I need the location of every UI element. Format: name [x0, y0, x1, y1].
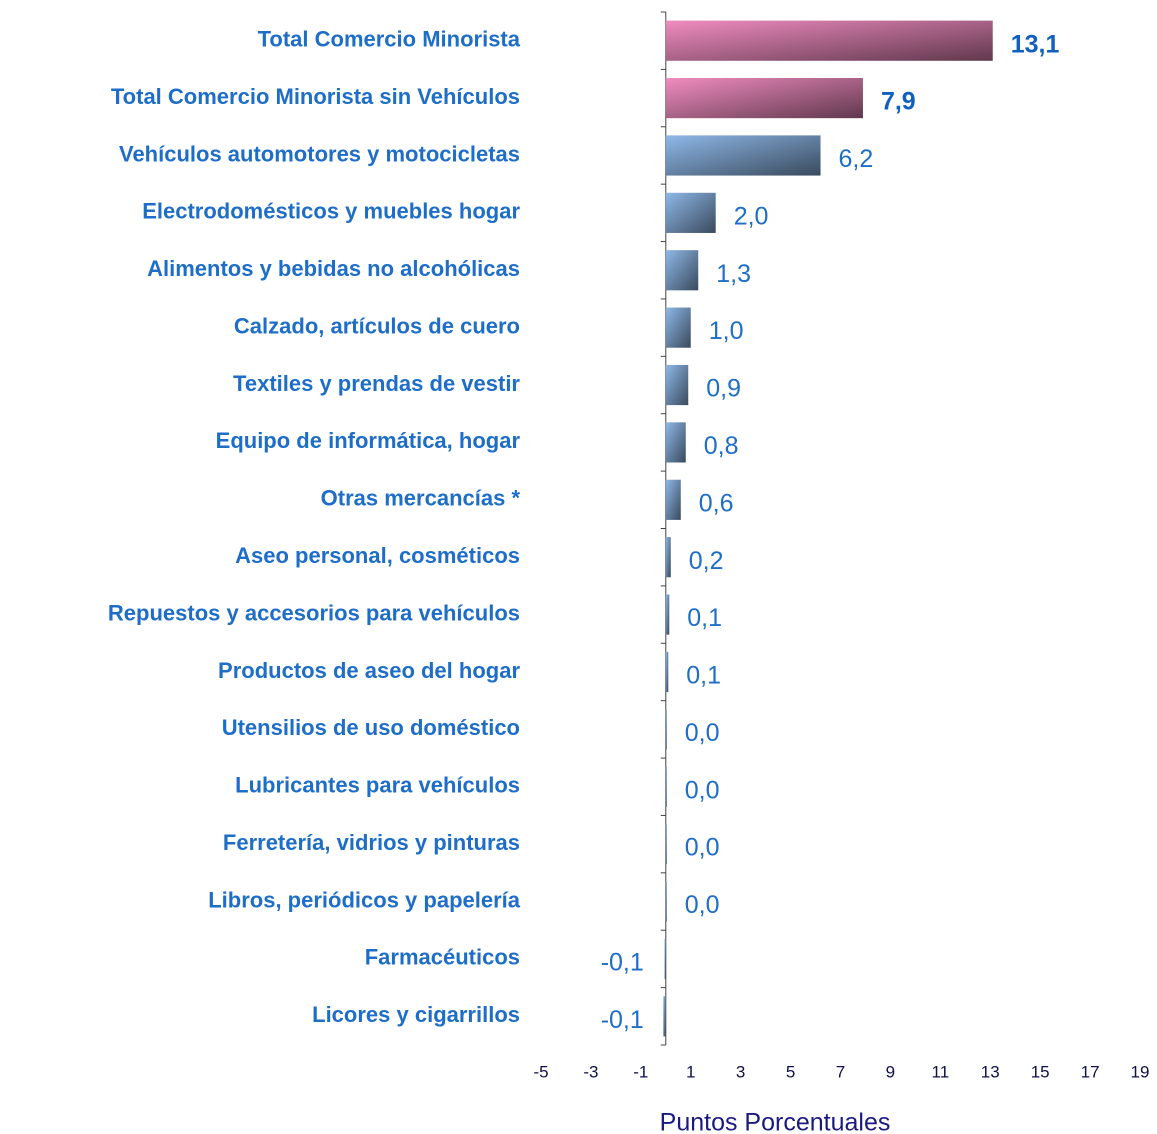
category-label: Libros, periódicos y papelería [208, 887, 521, 912]
category-label: Utensilios de uso doméstico [222, 715, 520, 740]
value-label: 0,1 [687, 604, 722, 632]
x-tick-label: 5 [786, 1062, 795, 1081]
value-label: 6,2 [839, 145, 874, 173]
category-label: Ferretería, vidrios y pinturas [223, 830, 520, 855]
bar [665, 824, 667, 865]
category-label: Aseo personal, cosméticos [235, 543, 520, 568]
bar [665, 422, 686, 463]
bar [665, 250, 699, 291]
bar [665, 594, 670, 635]
category-label: Otras mercancías * [321, 486, 521, 511]
x-tick-label: 19 [1131, 1062, 1150, 1081]
category-label: Total Comercio Minorista sin Vehículos [111, 84, 520, 109]
x-tick-label: 9 [886, 1062, 895, 1081]
x-axis-label: Puntos Porcentuales [660, 1109, 891, 1134]
x-tick-label: 1 [686, 1062, 695, 1081]
category-label: Alimentos y bebidas no alcohólicas [147, 256, 520, 281]
bar [665, 77, 863, 119]
value-label: -0,1 [601, 1006, 644, 1034]
category-label: Farmacéuticos [365, 945, 520, 970]
category-label: Textiles y prendas de vestir [233, 371, 520, 396]
bar [665, 192, 716, 233]
x-tick-label: 3 [736, 1062, 745, 1081]
x-tick-label: 13 [981, 1062, 1000, 1081]
value-label: 0,6 [699, 489, 734, 517]
bar [665, 881, 667, 922]
value-label: 1,3 [716, 260, 751, 288]
bar [663, 996, 666, 1037]
category-label: Electrodomésticos y muebles hogar [142, 199, 520, 224]
value-label: 0,9 [706, 375, 741, 403]
x-tick-label: -5 [533, 1062, 548, 1081]
category-label: Productos de aseo del hogar [218, 658, 520, 683]
value-label: 0,1 [686, 662, 721, 690]
bar [665, 20, 993, 61]
bar [665, 537, 671, 578]
value-label: 0,0 [685, 891, 720, 919]
bar [665, 651, 669, 693]
value-label: -0,1 [601, 949, 644, 977]
category-label: Calzado, artículos de cuero [234, 313, 520, 338]
category-label: Licores y cigarrillos [312, 1002, 520, 1027]
value-label: 2,0 [734, 202, 769, 230]
bar [665, 364, 689, 406]
x-tick-label: -1 [633, 1062, 648, 1081]
x-tick-label: 15 [1031, 1062, 1050, 1081]
value-label: 1,0 [709, 317, 744, 345]
category-label: Total Comercio Minorista [258, 27, 521, 52]
value-label: 0,8 [704, 432, 739, 460]
bar [665, 135, 821, 176]
bar [665, 709, 667, 750]
x-tick-label: 17 [1081, 1062, 1100, 1081]
value-label: 13,1 [1011, 30, 1060, 58]
category-label: Repuestos y accesorios para vehículos [108, 600, 520, 625]
bar [665, 479, 681, 520]
category-label: Lubricantes para vehículos [235, 773, 520, 798]
value-label: 0,2 [689, 547, 724, 575]
bar [664, 938, 666, 980]
category-label: Vehículos automotores y motocicletas [119, 141, 520, 166]
x-tick-label: -3 [583, 1062, 598, 1081]
value-label: 0,0 [685, 719, 720, 747]
value-label: 0,0 [685, 834, 720, 862]
bar [665, 766, 667, 807]
x-tick-label: 11 [932, 1062, 950, 1081]
value-label: 0,0 [685, 776, 720, 804]
bar [665, 307, 691, 348]
value-label: 7,9 [881, 88, 916, 116]
category-label: Equipo de informática, hogar [216, 428, 521, 453]
x-tick-label: 7 [836, 1062, 845, 1081]
